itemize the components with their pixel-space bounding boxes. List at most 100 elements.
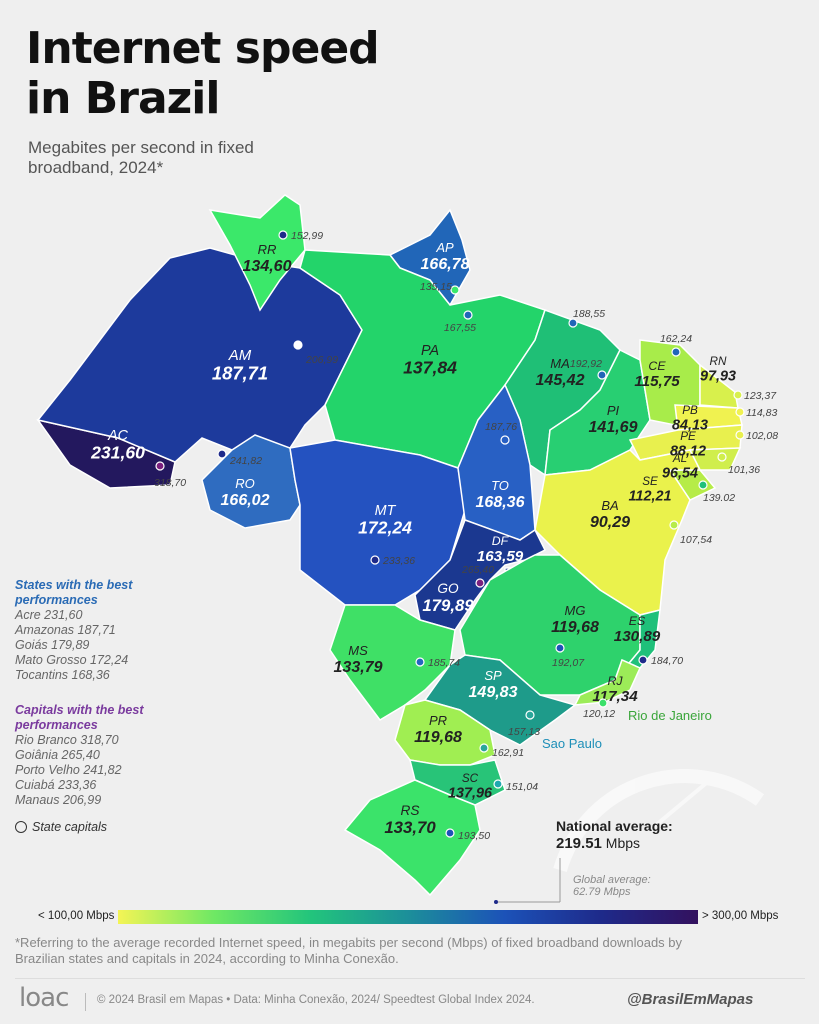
capital-value-2: 135,15 xyxy=(420,281,452,293)
capital-dot-22 xyxy=(415,657,425,667)
state-RR xyxy=(208,194,306,312)
capital-value-5: 162,24 xyxy=(660,333,692,345)
state-PR xyxy=(394,699,496,766)
capital-dot-7 xyxy=(733,390,743,400)
state-abbr-am: AM xyxy=(228,347,252,364)
state-abbr-ac: AC xyxy=(107,428,129,444)
state-abbr-ms: MS xyxy=(348,643,368,658)
state-abbr-ro: RO xyxy=(235,476,255,491)
best-state-2: Amazonas 187,71 xyxy=(15,623,116,637)
footnote: *Referring to the average recorded Inter… xyxy=(15,935,683,966)
capital-dot-5 xyxy=(671,347,681,357)
legend-low-label: < 100,00 Mbps xyxy=(38,910,115,922)
national-average-value: 219.51 xyxy=(556,835,602,852)
global-average-label: Global average: xyxy=(573,874,651,886)
state-value-ac: 231,60 xyxy=(90,443,145,463)
capital-value-7: 123,37 xyxy=(744,390,777,402)
capital-value-14: 241,82 xyxy=(229,455,262,467)
capital-value-17: 233,36 xyxy=(382,555,415,567)
state-value-ba: 90,29 xyxy=(590,514,630,531)
national-average-label: National average: xyxy=(556,818,673,834)
capital-value-9: 102,08 xyxy=(746,430,778,442)
capital-dot-15 xyxy=(155,461,165,471)
state-abbr-ce: CE xyxy=(648,359,666,373)
state-value-pr: 119,68 xyxy=(414,729,462,746)
state-abbr-pe: PE xyxy=(680,430,696,443)
state-abbr-pi: PI xyxy=(607,403,620,418)
state-abbr-go: GO xyxy=(437,581,459,596)
best-states-heading: States with the best performances xyxy=(15,578,133,607)
state-value-sp: 149,83 xyxy=(469,684,518,701)
state-abbr-sc: SC xyxy=(462,772,479,785)
capital-dot-14 xyxy=(217,449,227,459)
best-state-4: Mato Grosso 172,24 xyxy=(15,653,129,667)
state-value-sc: 137,96 xyxy=(448,785,493,801)
state-abbr-rj: RJ xyxy=(607,674,623,688)
state-value-rn: 97,93 xyxy=(700,368,736,384)
footer-credits: © 2024 Brasil em Mapas • Data: Minha Con… xyxy=(97,994,535,1006)
footer-separator xyxy=(85,993,86,1011)
speedometer-decoration xyxy=(553,769,765,872)
capital-value-23: 120,12 xyxy=(583,708,615,720)
capital-ring-icon xyxy=(15,821,27,833)
state-abbr-es: ES xyxy=(629,614,646,628)
best-state-3: Goiás 179,89 xyxy=(15,638,90,652)
capital-dot-1 xyxy=(278,230,288,240)
capital-value-18: 265,40 xyxy=(461,564,494,576)
capital-dot-12 xyxy=(669,520,679,530)
capitals-legend: State capitals xyxy=(15,820,107,834)
capital-dot-13 xyxy=(293,340,303,350)
state-capitals: 152,99 135,15 167,55 188,55 162,24 192,92 123,… xyxy=(154,230,778,842)
global-average-value: 62.79 Mbps xyxy=(573,886,631,898)
state-abbr-rr: RR xyxy=(258,242,277,257)
state-abbr-se: SE xyxy=(642,475,658,488)
global-average: Global average: 62.79 Mbps xyxy=(573,874,651,898)
logo: loac xyxy=(19,983,69,1013)
page-title: Internet speed in Brazil xyxy=(26,24,380,124)
state-value-am: 187,71 xyxy=(212,363,268,384)
capital-dot-18 xyxy=(475,578,485,588)
state-value-se: 112,21 xyxy=(629,488,672,504)
state-abbr-sp: SP xyxy=(484,668,502,683)
capital-value-11: 139.02 xyxy=(703,492,735,504)
state-RJ xyxy=(573,658,641,706)
state-abbr-ba: BA xyxy=(601,498,618,513)
capital-value-21: 184,70 xyxy=(651,655,683,667)
capital-dot-3 xyxy=(463,310,473,320)
state-value-rr: 134,60 xyxy=(243,258,292,275)
state-value-pb: 84,13 xyxy=(672,417,708,433)
best-state-5: Tocantins 168,36 xyxy=(15,668,110,682)
state-MG xyxy=(459,554,641,696)
capital-value-1: 152,99 xyxy=(291,230,323,242)
capital-dot-11 xyxy=(698,480,708,490)
capitals-legend-label: State capitals xyxy=(32,820,108,834)
national-average: National average: 219.51 Mbps xyxy=(556,818,673,852)
capital-dot-2 xyxy=(450,285,460,295)
capital-value-22: 185,74 xyxy=(428,657,460,669)
subtitle: Megabites per second in fixed broadband,… xyxy=(28,138,254,177)
capital-value-20: 192,07 xyxy=(552,657,585,669)
state-value-to: 168,36 xyxy=(476,494,525,511)
state-abbr-ap: AP xyxy=(435,240,454,255)
legend-high-label: > 300,00 Mbps xyxy=(702,910,779,922)
state-value-go: 179,89 xyxy=(422,596,474,615)
city-label-sao-paulo: Sao Paulo xyxy=(542,736,602,751)
state-value-al: 96,54 xyxy=(662,465,698,481)
best-capital-5: Manaus 206,99 xyxy=(15,793,102,807)
state-abbr-ma: MA xyxy=(550,356,570,371)
state-value-pi: 141,69 xyxy=(589,419,638,436)
best-capital-3: Porto Velho 241,82 xyxy=(15,763,122,777)
state-value-pe: 88,12 xyxy=(670,443,706,459)
capital-value-6: 192,92 xyxy=(570,358,602,370)
capital-value-12: 107,54 xyxy=(680,534,712,546)
capital-value-13: 206,99 xyxy=(305,354,338,366)
capital-value-19: 157,13 xyxy=(508,726,540,738)
capital-dot-19 xyxy=(525,710,535,720)
capital-dot-9 xyxy=(735,430,745,440)
state-value-pa: 137,84 xyxy=(403,358,457,378)
state-value-rs: 133,70 xyxy=(384,818,436,837)
city-label-rio: Rio de Janeiro xyxy=(628,708,712,723)
best-capital-2: Goiânia 265,40 xyxy=(15,748,100,762)
capital-value-15: 318,70 xyxy=(154,477,186,489)
